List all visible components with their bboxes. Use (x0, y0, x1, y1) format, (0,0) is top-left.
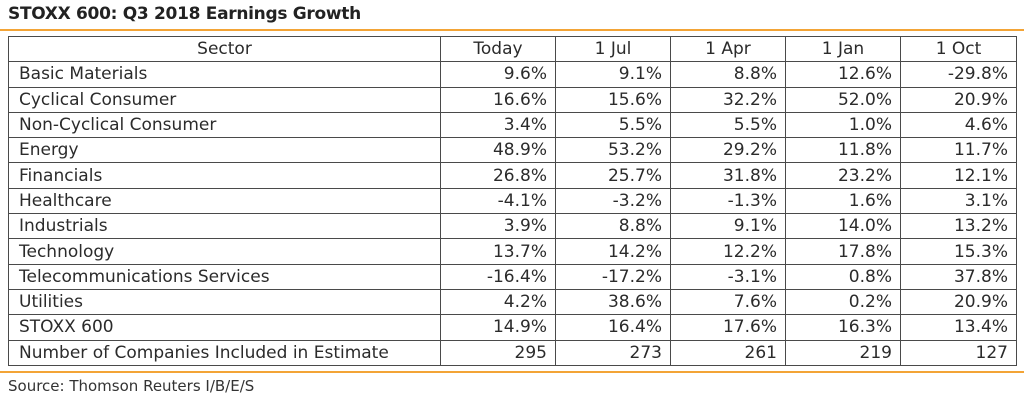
bottom-accent-rule (0, 371, 1024, 373)
sector-cell: Financials (8, 162, 441, 189)
sector-cell: Industrials (8, 213, 441, 240)
value-cell: 8.8% (555, 213, 671, 240)
table-row: Non-Cyclical Consumer 3.4% 5.5% 5.5% 1.0% 4.6… (8, 111, 1017, 139)
sector-cell: Cyclical Consumer (8, 86, 441, 113)
sector-cell: Non-Cyclical Consumer (8, 111, 441, 139)
sector-cell: Healthcare (8, 187, 441, 215)
top-accent-rule (0, 29, 1024, 31)
value-cell: 29.2% (670, 137, 786, 164)
value-cell: 273 (555, 339, 671, 366)
value-cell: 17.6% (670, 314, 786, 341)
value-cell: -1.3% (670, 187, 786, 215)
table-row: Number of Companies Included in Estimate… (8, 339, 1017, 366)
sector-cell: STOXX 600 (8, 314, 441, 341)
table-body: Basic Materials 9.6% 9.1% 8.8% 12.6% -29.8% Cy… (8, 61, 1017, 366)
value-cell: -17.2% (555, 263, 671, 290)
column-header: 1 Apr (670, 35, 786, 63)
column-header: Sector (8, 35, 441, 63)
value-cell: 25.7% (555, 162, 671, 189)
value-cell: 15.3% (900, 238, 1017, 265)
value-cell: 31.8% (670, 162, 786, 189)
value-cell: 4.2% (440, 288, 556, 316)
value-cell: 26.8% (440, 162, 556, 189)
chart-title: STOXX 600: Q3 2018 Earnings Growth (8, 4, 361, 24)
value-cell: 16.6% (440, 86, 556, 113)
table-row: STOXX 600 14.9% 16.4% 17.6% 16.3% 13.4% (8, 314, 1017, 341)
value-cell: 127 (900, 339, 1017, 366)
value-cell: 9.1% (555, 61, 671, 88)
value-cell: 11.7% (900, 137, 1017, 164)
value-cell: 13.2% (900, 213, 1017, 240)
value-cell: 3.4% (440, 111, 556, 139)
column-header: Today (440, 35, 556, 63)
value-cell: 8.8% (670, 61, 786, 88)
value-cell: 20.9% (900, 288, 1017, 316)
value-cell: 1.6% (785, 187, 901, 215)
sector-cell: Technology (8, 238, 441, 265)
table-row: Industrials 3.9% 8.8% 9.1% 14.0% 13.2% (8, 213, 1017, 240)
sector-cell: Utilities (8, 288, 441, 316)
value-cell: 53.2% (555, 137, 671, 164)
table-row: Telecommunications Services -16.4% -17.2% -… (8, 263, 1017, 290)
value-cell: 5.5% (555, 111, 671, 139)
table-row: Healthcare -4.1% -3.2% -1.3% 1.6% 3.1% (8, 187, 1017, 215)
sector-cell: Telecommunications Services (8, 263, 441, 290)
value-cell: 11.8% (785, 137, 901, 164)
value-cell: 14.9% (440, 314, 556, 341)
value-cell: 14.0% (785, 213, 901, 240)
value-cell: 9.6% (440, 61, 556, 88)
value-cell: -4.1% (440, 187, 556, 215)
table-row: Basic Materials 9.6% 9.1% 8.8% 12.6% -29.8% (8, 61, 1017, 88)
value-cell: 12.1% (900, 162, 1017, 189)
table-row: Utilities 4.2% 38.6% 7.6% 0.2% 20.9% (8, 288, 1017, 316)
value-cell: 13.7% (440, 238, 556, 265)
value-cell: 37.8% (900, 263, 1017, 290)
value-cell: 5.5% (670, 111, 786, 139)
table-row: Energy 48.9% 53.2% 29.2% 11.8% 11.7% (8, 137, 1017, 164)
value-cell: 16.4% (555, 314, 671, 341)
table-row: Technology 13.7% 14.2% 12.2% 17.8% 15.3% (8, 238, 1017, 265)
value-cell: 3.1% (900, 187, 1017, 215)
earnings-growth-table: Sector Today 1 Jul 1 Apr 1 Jan 1 Oct Bas… (8, 35, 1017, 366)
value-cell: 16.3% (785, 314, 901, 341)
value-cell: 15.6% (555, 86, 671, 113)
value-cell: 4.6% (900, 111, 1017, 139)
value-cell: 32.2% (670, 86, 786, 113)
table-row: Cyclical Consumer 16.6% 15.6% 32.2% 52.0% 20.… (8, 86, 1017, 113)
column-header: 1 Jan (785, 35, 901, 63)
value-cell: 12.6% (785, 61, 901, 88)
value-cell: 7.6% (670, 288, 786, 316)
value-cell: -16.4% (440, 263, 556, 290)
value-cell: -29.8% (900, 61, 1017, 88)
column-header: 1 Oct (900, 35, 1017, 63)
sector-cell: Number of Companies Included in Estimate (8, 339, 441, 366)
value-cell: 13.4% (900, 314, 1017, 341)
value-cell: 52.0% (785, 86, 901, 113)
value-cell: -3.1% (670, 263, 786, 290)
sector-cell: Basic Materials (8, 61, 441, 88)
value-cell: 48.9% (440, 137, 556, 164)
value-cell: 1.0% (785, 111, 901, 139)
value-cell: 295 (440, 339, 556, 366)
value-cell: 38.6% (555, 288, 671, 316)
value-cell: 23.2% (785, 162, 901, 189)
sector-cell: Energy (8, 137, 441, 164)
value-cell: 9.1% (670, 213, 786, 240)
source-note: Source: Thomson Reuters I/B/E/S (8, 377, 255, 395)
value-cell: -3.2% (555, 187, 671, 215)
table-header-row: Sector Today 1 Jul 1 Apr 1 Jan 1 Oct (8, 35, 1017, 63)
value-cell: 219 (785, 339, 901, 366)
value-cell: 3.9% (440, 213, 556, 240)
value-cell: 14.2% (555, 238, 671, 265)
value-cell: 17.8% (785, 238, 901, 265)
value-cell: 0.8% (785, 263, 901, 290)
value-cell: 261 (670, 339, 786, 366)
value-cell: 0.2% (785, 288, 901, 316)
column-header: 1 Jul (555, 35, 671, 63)
value-cell: 12.2% (670, 238, 786, 265)
table-row: Financials 26.8% 25.7% 31.8% 23.2% 12.1% (8, 162, 1017, 189)
value-cell: 20.9% (900, 86, 1017, 113)
